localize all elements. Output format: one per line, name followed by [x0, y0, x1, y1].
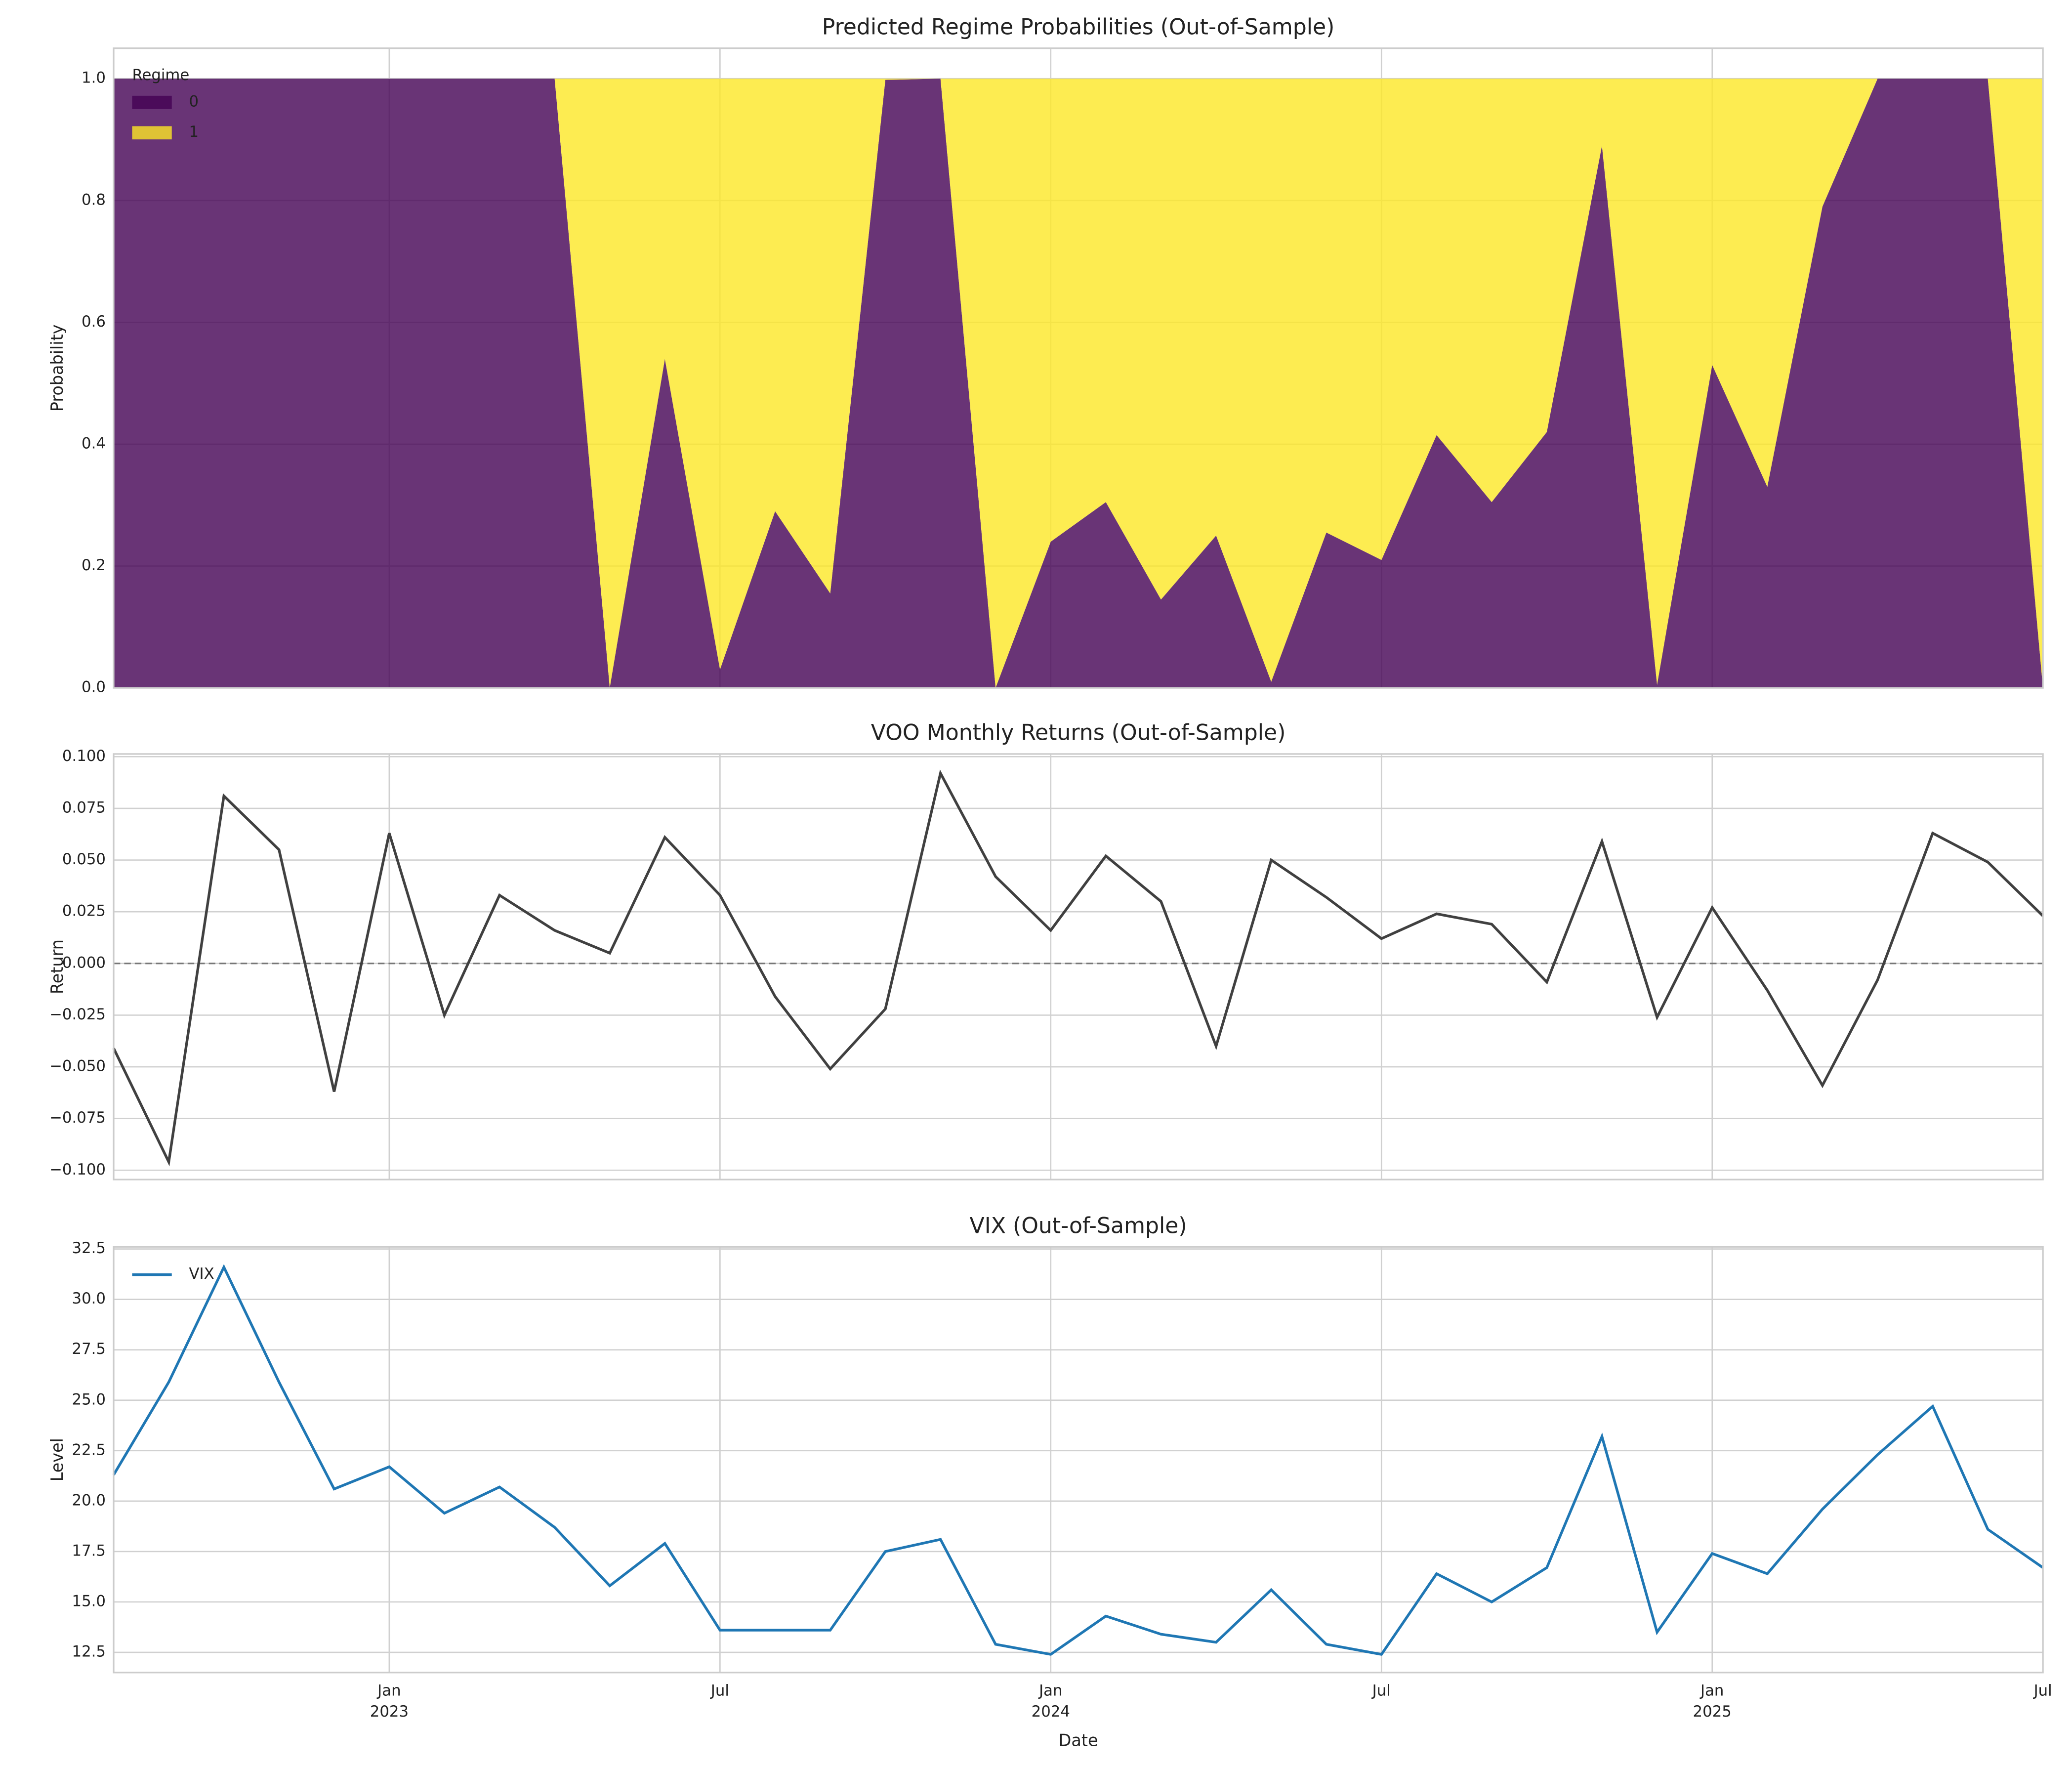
- legend-label: VIX: [189, 1265, 214, 1283]
- y-tick-label: 32.5: [72, 1239, 106, 1257]
- y-tick-label: 17.5: [72, 1542, 106, 1559]
- y-tick-label: 0.075: [62, 799, 106, 816]
- y-tick-label: 1.0: [82, 69, 106, 87]
- area: [114, 79, 2043, 688]
- y-tick-label: 0.0: [82, 678, 106, 696]
- chart-title: VOO Monthly Returns (Out-of-Sample): [871, 720, 1286, 746]
- y-tick-label: 0.6: [82, 313, 106, 331]
- legend-swatch: [132, 126, 172, 140]
- y-tick-label: 0.4: [82, 434, 106, 452]
- legend-swatch: [132, 95, 172, 109]
- y-tick-label: 0.8: [82, 191, 106, 209]
- y-tick-label: 0.000: [62, 954, 106, 971]
- line: [112, 769, 2044, 1167]
- legend-label: 0: [189, 93, 199, 111]
- x-tick-label: Jan 2024: [1032, 1682, 1070, 1721]
- plot-frame: [113, 1246, 2044, 1674]
- y-tick-label: 22.5: [72, 1441, 106, 1459]
- y-axis-label: Return: [47, 939, 67, 994]
- y-tick-label: 25.0: [72, 1390, 106, 1408]
- plot-frame: [113, 753, 2044, 1180]
- x-tick-label: Jul: [2033, 1682, 2052, 1699]
- y-tick-label: 15.0: [72, 1592, 106, 1610]
- area: [114, 79, 2043, 688]
- y-tick-label: −0.050: [49, 1057, 106, 1075]
- x-axis-label: Date: [1059, 1730, 1098, 1750]
- x-tick-label: Jul: [710, 1682, 729, 1699]
- y-tick-label: −0.025: [49, 1006, 106, 1023]
- chart-title: VIX (Out-of-Sample): [970, 1213, 1187, 1238]
- legend-label: 1: [189, 123, 199, 141]
- y-tick-label: 30.0: [72, 1290, 106, 1307]
- legend-title: Regime: [132, 66, 189, 84]
- line: [112, 1264, 2044, 1656]
- plot-area: [114, 1247, 2043, 1673]
- y-tick-label: −0.100: [49, 1161, 106, 1178]
- plot-frame: [113, 47, 2044, 689]
- y-tick-label: 12.5: [72, 1643, 106, 1661]
- y-tick-label: 0.2: [82, 556, 106, 574]
- y-axis-label: Level: [47, 1438, 67, 1481]
- y-axis-label: Probability: [47, 325, 67, 412]
- x-tick-label: Jan 2023: [370, 1682, 409, 1721]
- y-tick-label: 0.050: [62, 850, 106, 868]
- x-tick-label: Jan 2025: [1693, 1682, 1732, 1721]
- x-tick-label: Jul: [1371, 1682, 1391, 1699]
- y-tick-label: 0.100: [62, 747, 106, 765]
- y-tick-label: 27.5: [72, 1340, 106, 1358]
- plot-area: [114, 754, 2043, 1180]
- y-tick-label: 20.0: [72, 1491, 106, 1509]
- y-tick-label: 0.025: [62, 902, 106, 920]
- chart-title: Predicted Regime Probabilities (Out-of-S…: [822, 14, 1335, 40]
- y-tick-label: −0.075: [49, 1109, 106, 1127]
